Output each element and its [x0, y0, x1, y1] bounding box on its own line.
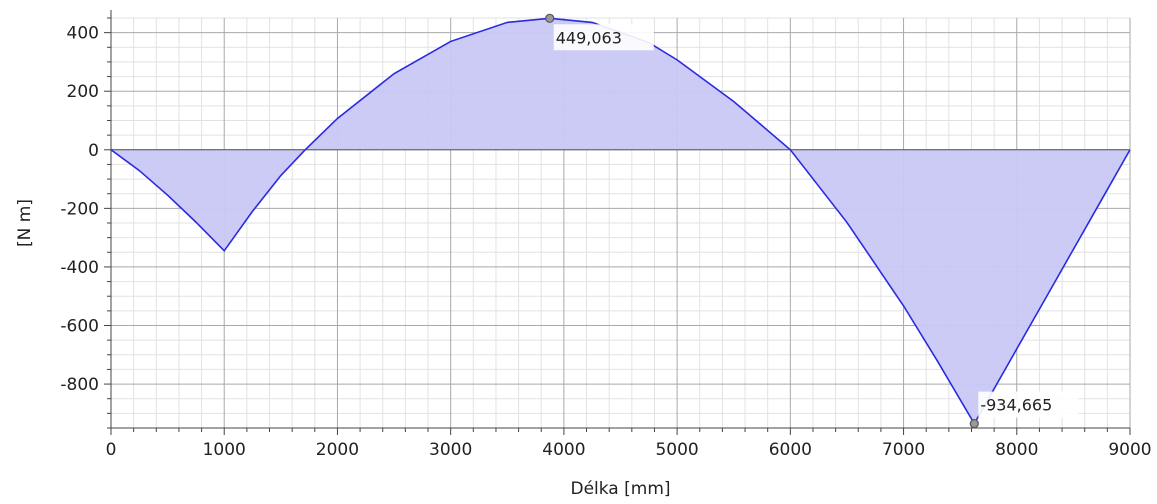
x-tick-label: 8000	[995, 440, 1038, 460]
positive-area	[111, 18, 1130, 424]
x-tick-label: 4000	[542, 440, 585, 460]
annotations: 449,063 -934,665	[545, 13, 1079, 429]
y-tick-label: 0	[88, 141, 99, 161]
y-tick-label: -200	[60, 199, 99, 219]
curve	[110, 17, 1131, 426]
x-tick-label: 6000	[769, 440, 812, 460]
y-tick-label: -400	[60, 258, 99, 278]
moment-line	[110, 17, 1131, 426]
annotation-box	[978, 391, 1079, 418]
axes	[104, 10, 1131, 435]
annotation-point	[545, 13, 555, 23]
x-tick-label: 7000	[882, 440, 925, 460]
x-tick-label: 1000	[203, 440, 246, 460]
y-axis-label: [N m]	[15, 199, 35, 247]
fill-areas	[111, 18, 1130, 424]
y-tick-label: 200	[67, 82, 99, 102]
annotation-label: -934,665	[980, 396, 1052, 415]
annotation-box	[553, 24, 654, 51]
annotation-point	[969, 419, 979, 429]
annotation-label: 449,063	[556, 28, 622, 47]
x-tick-label: 3000	[429, 440, 472, 460]
y-tick-label: 400	[67, 24, 99, 44]
x-tick-label: 0	[106, 440, 117, 460]
x-tick-label: 5000	[655, 440, 698, 460]
tick-labels: 0 1000 2000 3000 4000 5000 6000 7000 8000 9000400…	[60, 24, 1151, 460]
x-tick-label: 9000	[1108, 440, 1151, 460]
x-tick-label: 2000	[316, 440, 359, 460]
y-tick-label: -600	[60, 317, 99, 337]
y-tick-label: -800	[60, 375, 99, 395]
x-axis-label: Délka [mm]	[570, 479, 670, 499]
